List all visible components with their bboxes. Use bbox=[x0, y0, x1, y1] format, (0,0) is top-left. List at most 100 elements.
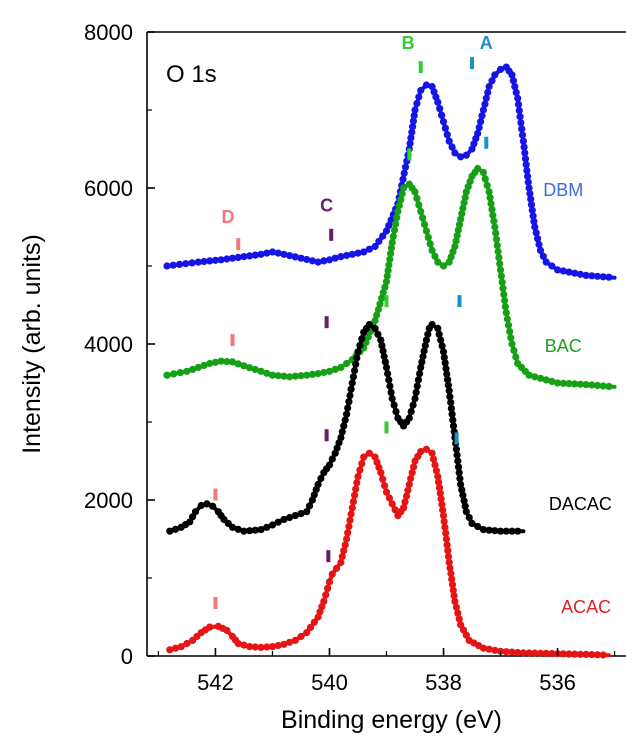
y-tick-label: 2000 bbox=[84, 488, 133, 513]
data-point bbox=[400, 504, 408, 512]
data-point bbox=[337, 558, 345, 567]
data-point bbox=[337, 253, 345, 261]
data-point bbox=[448, 575, 456, 583]
data-point bbox=[381, 482, 389, 490]
data-point bbox=[507, 334, 515, 342]
data-point bbox=[340, 422, 348, 430]
data-point bbox=[559, 650, 567, 658]
data-point bbox=[422, 336, 430, 344]
data-point bbox=[188, 259, 196, 267]
data-point bbox=[348, 504, 356, 512]
data-point bbox=[341, 416, 349, 424]
data-point bbox=[429, 455, 438, 463]
data-point bbox=[511, 83, 519, 91]
data-point bbox=[504, 321, 513, 329]
data-point bbox=[542, 649, 550, 658]
panel-label: O 1s bbox=[166, 61, 217, 88]
data-point bbox=[251, 365, 259, 374]
data-point bbox=[514, 94, 522, 102]
data-point bbox=[422, 227, 430, 235]
data-point bbox=[447, 404, 455, 412]
data-point bbox=[411, 106, 419, 114]
data-point bbox=[536, 246, 545, 254]
data-point bbox=[479, 644, 487, 652]
data-point bbox=[303, 371, 311, 379]
data-point bbox=[424, 233, 432, 241]
data-point bbox=[356, 341, 364, 349]
data-point bbox=[365, 320, 373, 329]
data-point bbox=[257, 367, 265, 375]
data-point bbox=[468, 519, 476, 528]
x-axis-title: Binding energy (eV) bbox=[281, 706, 502, 734]
data-point bbox=[347, 510, 355, 518]
data-point bbox=[528, 206, 536, 214]
data-point bbox=[437, 495, 445, 503]
data-point bbox=[593, 272, 602, 280]
data-point bbox=[417, 448, 425, 456]
data-point bbox=[413, 194, 421, 202]
data-point bbox=[386, 255, 394, 263]
data-point bbox=[436, 105, 444, 113]
data-point bbox=[518, 125, 526, 133]
data-point bbox=[485, 83, 493, 91]
data-point bbox=[506, 327, 514, 336]
data-point bbox=[286, 638, 294, 646]
data-point bbox=[500, 290, 508, 298]
peak-label-d: D bbox=[221, 207, 234, 227]
data-point bbox=[441, 359, 449, 367]
data-point bbox=[274, 249, 282, 257]
data-point bbox=[588, 381, 596, 389]
data-point bbox=[358, 335, 366, 343]
data-point bbox=[525, 649, 533, 657]
data-point bbox=[454, 457, 462, 465]
data-point bbox=[413, 99, 421, 108]
data-point bbox=[460, 199, 468, 207]
data-point bbox=[228, 358, 237, 366]
data-point bbox=[502, 309, 510, 317]
data-point bbox=[234, 253, 242, 261]
data-point bbox=[605, 382, 613, 390]
peak-marker bbox=[236, 238, 241, 251]
data-point bbox=[385, 221, 393, 229]
data-point bbox=[324, 584, 332, 593]
data-point bbox=[338, 428, 346, 436]
data-point bbox=[291, 253, 299, 261]
data-point bbox=[415, 201, 423, 209]
data-point bbox=[449, 586, 457, 594]
data-point bbox=[439, 262, 448, 270]
data-point bbox=[491, 646, 499, 654]
data-point bbox=[341, 541, 349, 549]
data-point bbox=[445, 387, 453, 395]
data-point bbox=[532, 229, 540, 237]
data-point bbox=[211, 358, 219, 366]
data-point bbox=[388, 395, 396, 403]
data-point bbox=[458, 486, 466, 494]
data-point bbox=[399, 175, 407, 183]
peak-marker bbox=[384, 421, 389, 434]
data-point bbox=[391, 506, 399, 514]
data-point bbox=[518, 131, 527, 139]
data-point bbox=[392, 220, 400, 228]
data-point bbox=[182, 260, 190, 268]
data-point bbox=[286, 373, 294, 381]
data-point bbox=[437, 336, 445, 344]
data-point bbox=[449, 416, 457, 424]
data-point bbox=[286, 252, 294, 260]
peak-marker bbox=[324, 429, 329, 442]
series-dbm: DBM bbox=[163, 63, 617, 281]
data-point bbox=[303, 508, 311, 516]
data-point bbox=[211, 256, 219, 264]
data-point bbox=[428, 246, 436, 254]
data-point bbox=[571, 650, 579, 658]
x-tick-label: 538 bbox=[425, 670, 462, 695]
data-point bbox=[354, 473, 362, 481]
series-line bbox=[167, 447, 611, 658]
data-point bbox=[418, 358, 426, 366]
data-point bbox=[356, 466, 364, 474]
data-point bbox=[407, 408, 415, 416]
data-point bbox=[422, 445, 430, 453]
data-point bbox=[171, 644, 180, 652]
data-point bbox=[455, 221, 464, 229]
data-point bbox=[263, 643, 271, 651]
data-point bbox=[461, 193, 469, 201]
